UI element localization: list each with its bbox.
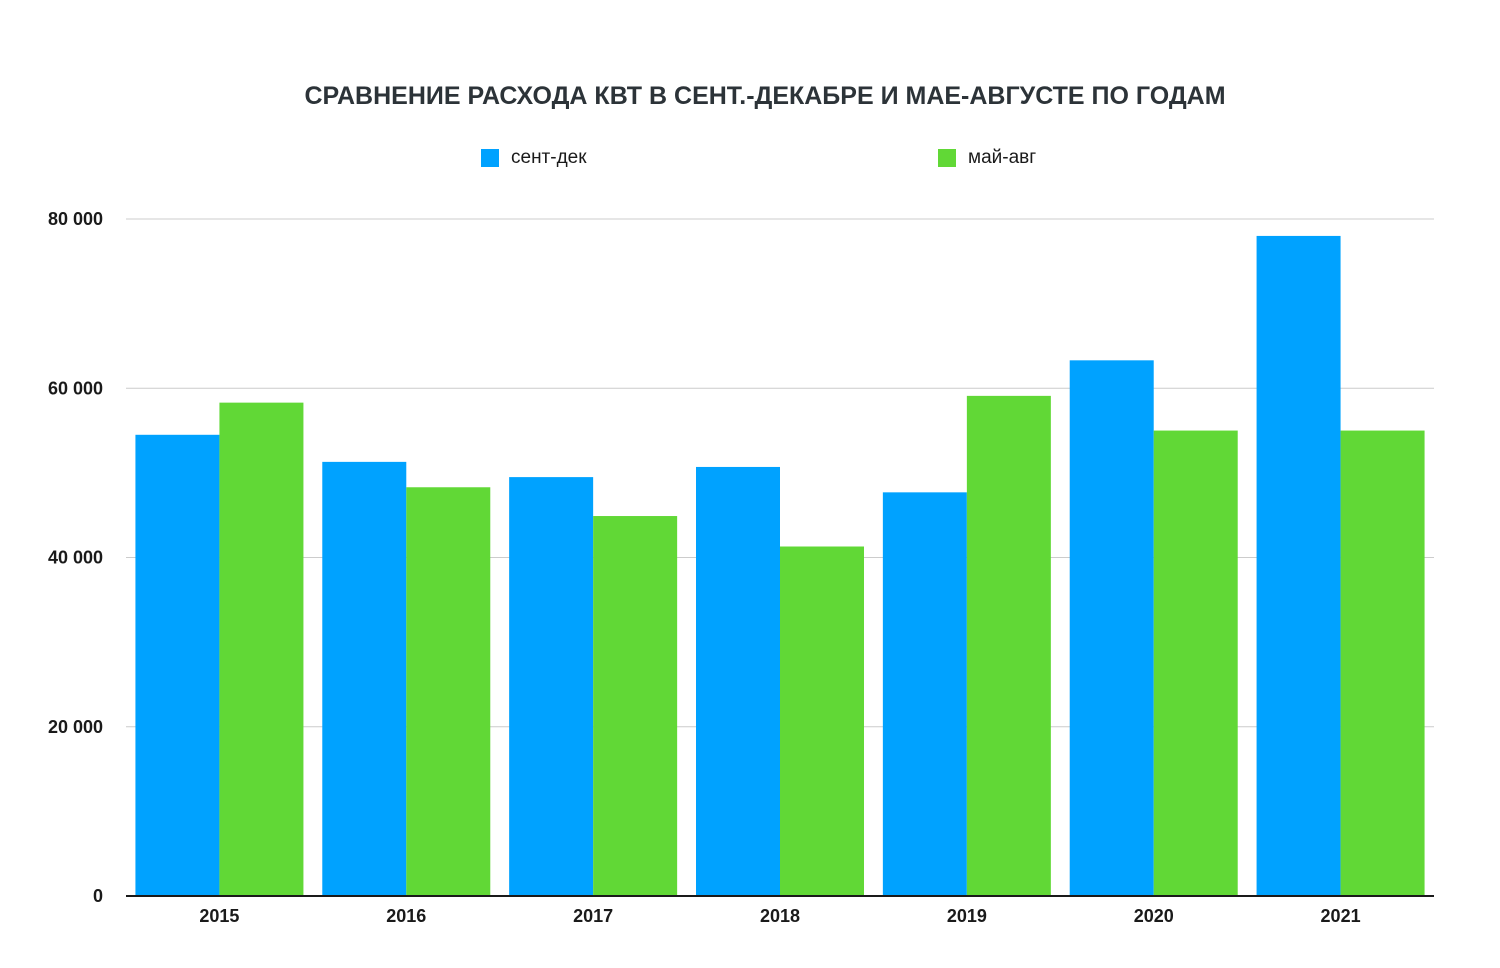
x-tick-label-2018: 2018 <box>760 906 800 926</box>
x-tick-label-2017: 2017 <box>573 906 613 926</box>
legend-item-sent-dek: сент-дек <box>481 146 587 170</box>
legend-label-mai-avg: май-авг <box>968 147 1037 168</box>
x-tick-label-2020: 2020 <box>1134 906 1174 926</box>
legend-swatch-blue <box>481 149 499 167</box>
x-tick-label-2019: 2019 <box>947 906 987 926</box>
legend-item-mai-avg: май-авг <box>938 146 1036 170</box>
x-tick-label-2016: 2016 <box>386 906 426 926</box>
legend-swatch-green <box>938 149 956 167</box>
bar-mai-avg-2016 <box>406 487 491 896</box>
bar-mai-avg-2019 <box>966 395 1051 896</box>
bar-sent-dek-2020 <box>1069 360 1154 897</box>
bar-mai-avg-2017 <box>593 516 678 896</box>
bar-sent-dek-2015 <box>135 434 220 896</box>
x-tick-label-2021: 2021 <box>1321 906 1361 926</box>
bar-mai-avg-2020 <box>1153 430 1238 896</box>
bar-sent-dek-2019 <box>882 492 967 896</box>
bar-sent-dek-2017 <box>509 477 594 896</box>
bar-mai-avg-2015 <box>219 402 304 896</box>
y-tick-label-40000: 40 000 <box>48 548 103 568</box>
bar-sent-dek-2016 <box>322 461 407 896</box>
bar-sent-dek-2021 <box>1256 235 1341 897</box>
y-tick-label-60000: 60 000 <box>48 378 103 398</box>
y-tick-label-0: 0 <box>93 886 103 906</box>
y-tick-label-80000: 80 000 <box>48 209 103 229</box>
bar-sent-dek-2018 <box>696 466 780 896</box>
x-tick-label-2015: 2015 <box>199 906 239 926</box>
chart-title: СРАВНЕНИЕ РАСХОДА КВТ В СЕНТ.-ДЕКАБРЕ И … <box>304 82 1226 110</box>
y-tick-label-20000: 20 000 <box>48 717 103 737</box>
bar-mai-avg-2021 <box>1340 430 1425 896</box>
legend-label-sent-dek: сент-дек <box>511 147 587 168</box>
bar-mai-avg-2018 <box>780 546 864 896</box>
